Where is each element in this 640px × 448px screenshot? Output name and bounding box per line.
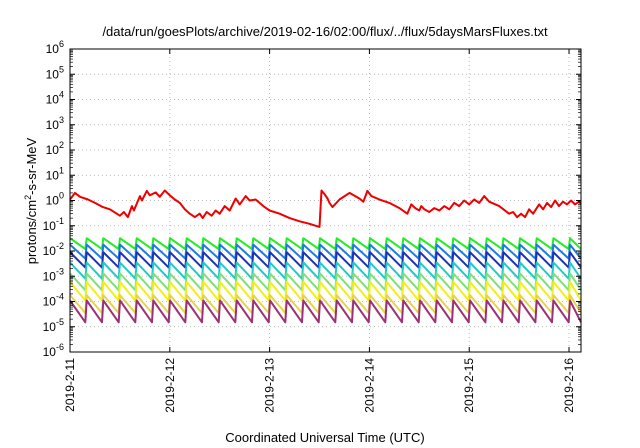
x-tick-label: 2019-2-13: [263, 358, 277, 413]
series-line-5: [69, 261, 582, 280]
series-line-7: [69, 280, 582, 302]
chart-title: /data/run/goesPlots/archive/2019-02-16/0…: [102, 24, 548, 39]
y-axis-label: protons/cm2-s-sr-MeV: [23, 137, 39, 264]
y-tick-label: 10-3: [43, 266, 64, 283]
y-tick-label-base: 10: [46, 93, 60, 107]
y-tick-label-exponent: 3: [59, 115, 64, 125]
y-tick-label: 10-2: [43, 241, 64, 258]
y-tick-label: 10-5: [43, 317, 64, 334]
series-line-8: [69, 294, 582, 314]
y-tick-label: 103: [46, 115, 64, 132]
y-tick-label-exponent: 0: [59, 191, 64, 201]
y-tick-label-exponent: 2: [59, 140, 64, 150]
y-tick-label-exponent: -3: [56, 266, 64, 276]
y-tick-label: 100: [46, 191, 64, 208]
x-tick-label: 2019-2-11: [63, 358, 77, 412]
y-tick-label-base: 10: [46, 42, 60, 56]
y-tick-label: 10-6: [43, 342, 64, 359]
y-tick-label: 10-1: [43, 216, 64, 233]
y-tick-label-base: 10: [43, 244, 57, 258]
y-tick-label-exponent: 4: [59, 90, 64, 100]
x-axis-label: Coordinated Universal Time (UTC): [225, 430, 424, 445]
y-tick-label: 104: [46, 90, 64, 107]
y-tick-label-exponent: -2: [56, 241, 64, 251]
x-axis-ticks: 2019-2-11 2019-2-12 2019-2-13 2019-2-14 2019…: [63, 49, 576, 413]
y-tick-label-base: 10: [43, 269, 57, 283]
y-tick-label-exponent: -5: [56, 317, 64, 327]
x-tick-label: 2019-2-12: [163, 358, 177, 413]
y-tick-label-exponent: -6: [56, 342, 64, 352]
x-tick-label: 2019-2-14: [362, 358, 376, 413]
y-tick-label-exponent: -4: [56, 292, 64, 302]
y-tick-label: 106: [46, 39, 64, 56]
y-axis-label-rest: -s-sr-MeV: [24, 137, 39, 194]
y-tick-label-base: 10: [43, 345, 57, 359]
y-tick-label-base: 10: [46, 143, 60, 157]
y-axis-ticks: 10-610-510-410-310-210-11001011021031041…: [43, 39, 581, 359]
y-tick-label-base: 10: [46, 67, 60, 81]
y-tick-label-base: 10: [43, 219, 57, 233]
series-line-2: [69, 237, 582, 250]
y-axis-label-sup: 2: [23, 195, 33, 200]
y-tick-label-base: 10: [46, 194, 60, 208]
y-tick-label: 105: [46, 64, 64, 81]
y-axis-label-base: protons/cm: [24, 200, 39, 264]
y-tick-label-exponent: -1: [56, 216, 64, 226]
series-line-1: [69, 189, 582, 228]
series-group: [69, 189, 582, 324]
series-line-9: [69, 299, 582, 324]
x-tick-label: 2019-2-16: [562, 358, 576, 413]
y-tick-label-base: 10: [46, 118, 60, 132]
y-tick-label: 101: [46, 165, 64, 182]
y-tick-label: 102: [46, 140, 64, 157]
y-tick-label-exponent: 1: [59, 165, 64, 175]
series-line-4: [69, 251, 582, 269]
y-tick-label-base: 10: [46, 168, 60, 182]
y-tick-label-base: 10: [43, 295, 57, 309]
y-tick-label-exponent: 6: [59, 39, 64, 49]
y-tick-label-base: 10: [43, 320, 57, 334]
series-line-6: [69, 272, 582, 292]
x-tick-label: 2019-2-15: [462, 358, 476, 413]
y-tick-label: 10-4: [43, 292, 64, 309]
y-tick-label-exponent: 5: [59, 64, 64, 74]
series-line-3: [69, 243, 582, 260]
